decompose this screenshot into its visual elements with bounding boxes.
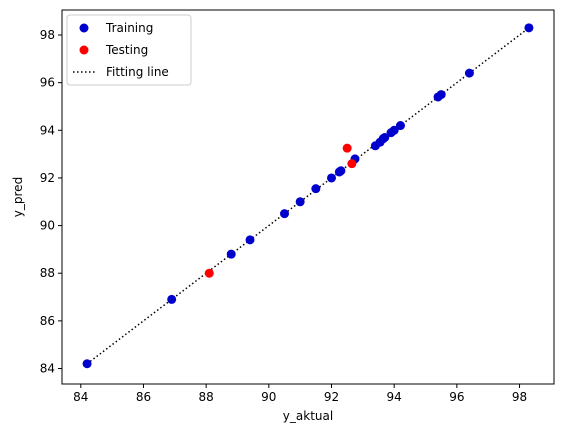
training-point-14 <box>380 132 390 142</box>
training-point-7 <box>327 173 337 183</box>
training-point-1 <box>167 294 177 304</box>
y-tick-label-84: 84 <box>40 362 55 376</box>
training-point-3 <box>245 235 255 245</box>
training-point-17 <box>395 121 405 131</box>
y-tick-label-92: 92 <box>40 171 55 185</box>
training-point-21 <box>524 23 534 33</box>
testing-point-0 <box>204 268 214 278</box>
training-point-0 <box>82 359 92 369</box>
x-axis: 84 86 88 90 92 94 96 98 <box>73 384 527 404</box>
x-tick-label-84: 84 <box>73 390 88 404</box>
fitting-line <box>86 27 530 365</box>
training-point-9 <box>336 166 346 176</box>
training-point-4 <box>279 209 289 219</box>
y-tick-label-90: 90 <box>40 219 55 233</box>
training-point-19 <box>436 90 446 100</box>
y-tick-label-96: 96 <box>40 76 55 90</box>
x-tick-label-94: 94 <box>387 390 402 404</box>
x-tick-label-88: 88 <box>199 390 214 404</box>
y-axis-label: y_pred <box>11 177 25 217</box>
x-tick-label-86: 86 <box>136 390 151 404</box>
legend-marker-training <box>79 23 89 33</box>
legend-marker-testing <box>79 45 89 55</box>
x-tick-label-92: 92 <box>324 390 339 404</box>
x-axis-label: y_aktual <box>283 409 333 423</box>
y-axis: 84 86 88 90 92 94 96 98 <box>40 28 62 376</box>
x-tick-label-90: 90 <box>261 390 276 404</box>
training-point-16 <box>389 125 399 135</box>
testing-point-1 <box>342 143 352 153</box>
training-point-6 <box>311 184 321 194</box>
legend: Training Testing Fitting line <box>66 14 192 86</box>
x-tick-label-98: 98 <box>512 390 527 404</box>
training-point-20 <box>464 68 474 78</box>
legend-label-training: Training <box>105 21 153 35</box>
testing-point-2 <box>347 159 357 169</box>
y-tick-label-94: 94 <box>40 123 55 137</box>
legend-label-fitting-line: Fitting line <box>106 65 169 79</box>
y-tick-label-98: 98 <box>40 28 55 42</box>
y-tick-label-88: 88 <box>40 266 55 280</box>
legend-box <box>66 14 192 86</box>
y-tick-label-86: 86 <box>40 314 55 328</box>
x-tick-label-96: 96 <box>449 390 464 404</box>
plot-marks <box>82 23 534 369</box>
training-point-5 <box>295 197 305 207</box>
training-point-2 <box>226 249 236 259</box>
legend-label-testing: Testing <box>105 43 148 57</box>
plot-frame <box>61 9 555 385</box>
